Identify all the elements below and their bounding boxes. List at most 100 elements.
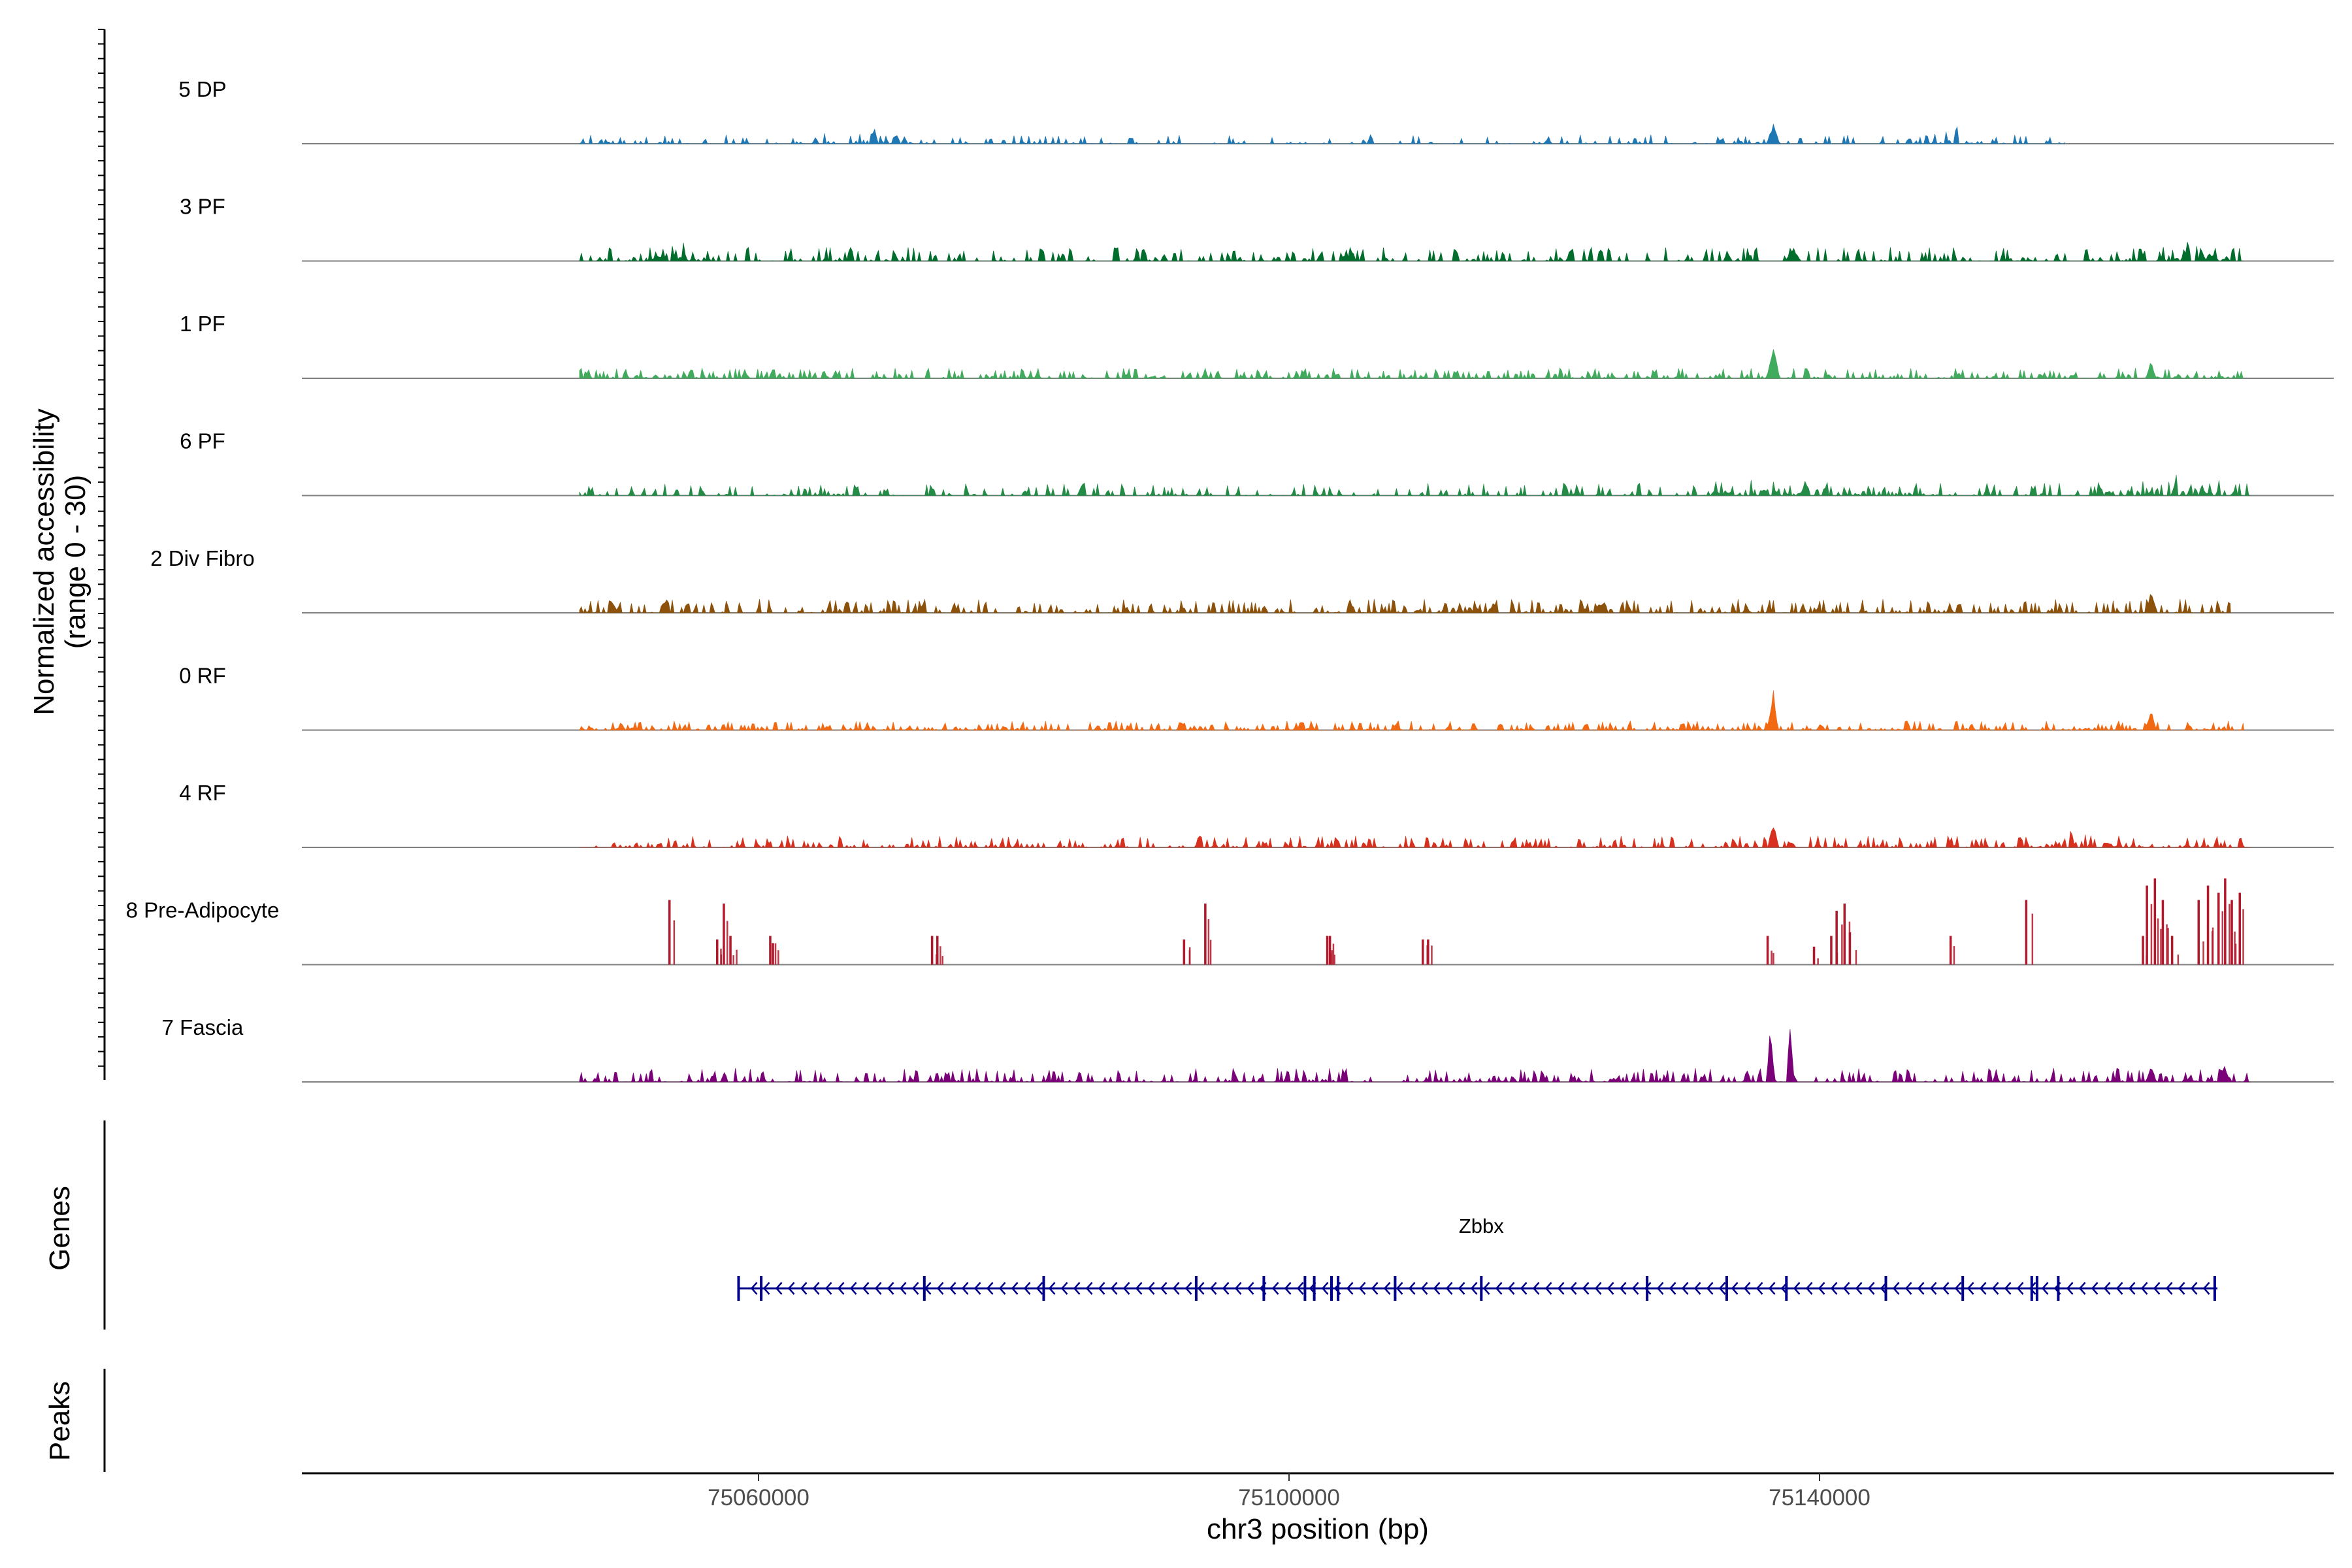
coverage-bar [736,949,738,965]
coverage-bar [2230,900,2233,965]
strand-arrow [1942,1282,1950,1295]
strand-arrow [1247,1282,1254,1295]
coverage-bar [1333,955,1335,965]
coverage-bar [1843,904,1846,965]
strand-arrow [2165,1282,2173,1295]
strand-arrow [1445,1282,1453,1295]
exon [1194,1276,1198,1301]
strand-arrow [998,1282,1006,1295]
strand-arrow [1023,1282,1031,1295]
coverage-bar [2153,878,2157,965]
strand-arrow [1681,1282,1689,1295]
strand-arrow [986,1282,994,1295]
coverage-bar [777,950,779,965]
coverage-bar [2025,900,2028,965]
coverage-bar [2224,878,2227,965]
coverage-area [579,349,2244,380]
coverage-bar [2202,941,2204,965]
strand-arrow [1569,1282,1577,1295]
strand-arrow [1284,1282,1292,1295]
exon [1330,1276,1333,1301]
coverage-bar [1326,936,1329,965]
coverage-bar [1209,939,1212,965]
strand-arrow [1855,1282,1863,1295]
coverage-bar [1953,946,1955,965]
strand-arrow [911,1282,919,1295]
strand-arrow [1160,1282,1168,1295]
track-label: 6 PF [180,429,225,453]
coverage-area [580,827,2251,849]
coverage-bar [2177,955,2180,965]
coverage-bar [1771,951,1772,965]
coverage-bar [930,936,934,965]
coverage-area [579,1029,2251,1083]
exon [2213,1276,2216,1301]
coverage-bar [2031,913,2034,965]
strand-arrow [1619,1282,1627,1295]
strand-arrow [1520,1282,1527,1295]
strand-arrow [1979,1282,1987,1295]
strand-arrow [2103,1282,2111,1295]
coverage-bar [1848,932,1852,965]
strand-arrow [1060,1282,1068,1295]
strand-arrow [1184,1282,1192,1295]
strand-arrow [1929,1282,1937,1295]
track-label: 7 Fascia [162,1015,244,1039]
strand-arrow [2202,1282,2210,1295]
track-label: 2 Div Fibro [150,546,255,570]
strand-arrow [2190,1282,2198,1295]
strand-arrow [1991,1282,1999,1295]
strand-arrow [1768,1282,1776,1295]
strand-arrow [1656,1282,1664,1295]
coverage-y-axis-range: (range 0 - 30) [59,475,91,649]
track-label: 3 PF [180,195,225,219]
coverage-bar [2161,900,2164,965]
strand-arrow [1718,1282,1726,1295]
track-label: 8 Pre-Adipocyte [126,898,280,923]
coverage-bar [732,955,734,965]
strand-arrow [1383,1282,1391,1295]
strand-arrow [1967,1282,1974,1295]
exon [1042,1276,1045,1301]
strand-arrow [887,1282,894,1295]
strand-arrow [2140,1282,2148,1295]
coverage-y-axis-ticks [98,29,105,1067]
strand-arrow [1706,1282,1714,1295]
exon [1394,1276,1397,1301]
strand-arrow [1396,1282,1403,1295]
strand-arrow [1904,1282,1912,1295]
coverage-bar [2160,928,2162,965]
coverage-bar [2146,885,2148,965]
x-tick-label: 75140000 [1769,1485,1870,1511]
track-label: 0 RF [179,664,226,688]
coverage-bar [1766,936,1769,965]
strand-arrow [1756,1282,1763,1295]
coverage-area [579,690,2244,731]
strand-arrow [1793,1282,1801,1295]
strand-arrow [2004,1282,2012,1295]
coverage-bar [1841,924,1843,965]
strand-arrow [1743,1282,1751,1295]
strand-arrow [1470,1282,1478,1295]
coverage-bar [936,936,939,965]
coverage-bar [1812,947,1816,965]
strand-arrow [961,1282,969,1295]
track-label: 1 PF [180,312,225,336]
track-4-rf: 4 RF [179,781,2334,849]
strand-arrow [1172,1282,1180,1295]
strand-arrow [1892,1282,1900,1295]
exon [1785,1276,1788,1301]
strand-arrow [825,1282,832,1295]
strand-arrow [874,1282,882,1295]
strand-arrow [1346,1282,1354,1295]
coverage-bar [1427,939,1429,965]
gene-annotation-panel: Zbbx [737,1215,2217,1301]
track-label: 5 DP [178,77,226,101]
coverage-bar [1835,911,1838,965]
strand-arrow [1048,1282,1056,1295]
strand-arrow [1818,1282,1825,1295]
coverage-bar [769,936,772,965]
exon [760,1276,763,1301]
strand-arrow [936,1282,944,1295]
coverage-bar [673,920,676,965]
